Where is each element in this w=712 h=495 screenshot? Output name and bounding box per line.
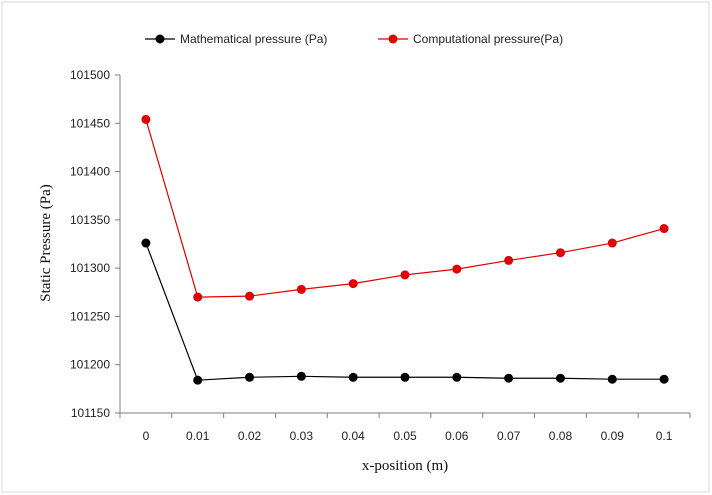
y-axis: 101150 101200 101250 101300 101350 101400 1014… — [70, 68, 121, 420]
x-tick-label: 0.06 — [445, 429, 469, 443]
series-computational — [141, 114, 669, 302]
data-point-mathematical — [245, 372, 255, 382]
y-tick-label: 101250 — [70, 309, 110, 323]
y-axis-title: Static Pressure (Pa) — [38, 184, 54, 301]
data-point-computational — [245, 291, 255, 301]
data-point-mathematical — [141, 238, 151, 248]
data-point-computational — [193, 292, 203, 302]
data-point-mathematical — [452, 372, 462, 382]
data-point-computational — [348, 279, 358, 289]
x-tick-label: 0.1 — [656, 429, 673, 443]
data-point-mathematical — [504, 373, 514, 383]
series-mathematical — [141, 238, 669, 385]
x-axis: 0 0.01 0.02 0.03 0.04 0.05 0.06 0.07 0.08 0.09 0.1 — [119, 412, 691, 443]
x-tick-label: 0 — [143, 429, 150, 443]
data-point-computational — [141, 114, 151, 124]
data-point-mathematical — [348, 372, 358, 382]
y-tick-label: 101400 — [70, 165, 110, 179]
y-tick-label: 101450 — [70, 116, 110, 130]
legend-marker-mathematical — [155, 34, 165, 44]
y-tick-label: 101150 — [71, 406, 110, 420]
data-point-mathematical — [193, 375, 203, 385]
legend-marker-computational — [388, 34, 398, 44]
y-tick-label: 101350 — [70, 213, 110, 227]
data-point-computational — [400, 270, 410, 280]
x-tick-label: 0.01 — [186, 429, 210, 443]
data-point-computational — [296, 284, 306, 294]
x-tick-label: 0.02 — [238, 429, 262, 443]
data-point-computational — [555, 248, 565, 258]
x-tick-label: 0.04 — [342, 429, 366, 443]
data-point-computational — [607, 238, 617, 248]
data-point-computational — [504, 255, 514, 265]
x-tick-label: 0.03 — [290, 429, 314, 443]
data-point-computational — [452, 264, 462, 274]
x-tick-label: 0.08 — [549, 429, 573, 443]
x-tick-label: 0.09 — [601, 429, 625, 443]
y-tick-label: 101200 — [70, 358, 110, 372]
legend-label-computational: Computational pressure(Pa) — [413, 32, 563, 46]
legend: Mathematical pressure (Pa) Computational… — [145, 32, 563, 46]
data-point-computational — [659, 224, 669, 234]
legend-label-mathematical: Mathematical pressure (Pa) — [180, 32, 327, 46]
x-tick-label: 0.05 — [393, 429, 417, 443]
data-point-mathematical — [555, 373, 565, 383]
x-tick-label: 0.07 — [497, 429, 521, 443]
y-tick-label: 101500 — [70, 68, 110, 82]
data-point-mathematical — [659, 374, 669, 384]
series-layer — [141, 114, 669, 385]
data-point-mathematical — [400, 372, 410, 382]
legend-item-mathematical: Mathematical pressure (Pa) — [145, 32, 327, 46]
data-point-mathematical — [296, 371, 306, 381]
data-point-mathematical — [607, 374, 617, 384]
x-axis-title: x-position (m) — [362, 458, 448, 474]
y-tick-label: 101300 — [70, 261, 110, 275]
legend-item-computational: Computational pressure(Pa) — [378, 32, 563, 46]
